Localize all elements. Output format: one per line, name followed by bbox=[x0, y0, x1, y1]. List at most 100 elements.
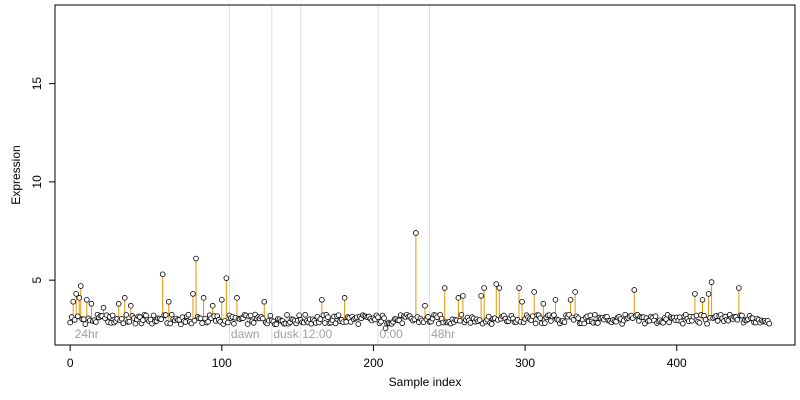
data-point bbox=[191, 317, 198, 324]
data-point bbox=[273, 321, 280, 327]
data-point bbox=[381, 315, 387, 321]
data-point bbox=[422, 302, 428, 309]
data-point bbox=[190, 291, 196, 297]
data-point bbox=[162, 312, 169, 318]
data-point bbox=[460, 293, 466, 299]
data-point bbox=[67, 319, 73, 326]
data-point bbox=[652, 313, 659, 319]
data-point bbox=[100, 304, 107, 311]
data-point bbox=[168, 311, 175, 318]
data-point bbox=[531, 289, 537, 295]
data-point bbox=[540, 300, 547, 307]
data-point bbox=[319, 296, 325, 303]
data-point bbox=[193, 255, 199, 262]
data-point bbox=[435, 320, 442, 327]
data-point bbox=[631, 287, 638, 293]
data-point bbox=[766, 320, 773, 327]
segment-label: dawn bbox=[231, 327, 260, 341]
data-point bbox=[231, 320, 237, 327]
data-point bbox=[595, 320, 601, 326]
data-point bbox=[234, 295, 240, 301]
data-point bbox=[457, 317, 463, 324]
data-point bbox=[699, 296, 706, 303]
data-point bbox=[71, 317, 78, 323]
data-point bbox=[76, 295, 83, 301]
x-tick-label: 100 bbox=[212, 356, 232, 370]
data-point bbox=[82, 321, 89, 327]
data-point bbox=[140, 317, 146, 323]
data-point bbox=[150, 312, 157, 319]
data-point bbox=[425, 314, 431, 320]
plot-frame bbox=[54, 4, 796, 346]
y-tick-label: 15 bbox=[30, 77, 44, 91]
x-tick-label: 200 bbox=[363, 356, 383, 370]
stem-lines bbox=[69, 232, 770, 329]
data-point bbox=[219, 296, 225, 303]
data-point bbox=[496, 285, 503, 291]
data-point bbox=[247, 312, 254, 319]
data-point bbox=[81, 316, 87, 323]
data-point bbox=[399, 320, 406, 327]
data-point bbox=[708, 279, 715, 285]
x-tick-label: 300 bbox=[515, 356, 535, 370]
data-point bbox=[182, 319, 189, 325]
data-point bbox=[115, 300, 122, 307]
data-point bbox=[679, 320, 686, 327]
data-point bbox=[693, 312, 700, 319]
data-point bbox=[225, 319, 231, 326]
data-point bbox=[332, 320, 339, 327]
data-point bbox=[223, 275, 230, 281]
data-point bbox=[185, 311, 192, 318]
data-point bbox=[128, 302, 134, 309]
segment-label: 0:00 bbox=[380, 327, 404, 341]
data-points bbox=[67, 230, 773, 332]
data-point bbox=[537, 315, 544, 321]
data-point bbox=[739, 312, 745, 319]
data-point bbox=[592, 311, 598, 318]
data-point bbox=[355, 321, 362, 327]
data-point bbox=[167, 320, 174, 327]
data-point bbox=[325, 314, 331, 320]
y-tick-label: 5 bbox=[30, 276, 44, 283]
data-point bbox=[250, 320, 257, 326]
x-tick-label: 0 bbox=[67, 356, 74, 370]
segment-label: 24hr bbox=[75, 327, 99, 341]
data-point bbox=[197, 315, 204, 322]
segment-label: dusk bbox=[273, 327, 299, 341]
data-point bbox=[734, 316, 741, 323]
data-point bbox=[567, 296, 574, 303]
data-point bbox=[481, 285, 487, 291]
data-point bbox=[77, 283, 84, 289]
data-point bbox=[478, 293, 484, 299]
data-point bbox=[666, 319, 672, 326]
y-axis: 5 10 15 bbox=[30, 77, 55, 283]
data-point bbox=[209, 302, 216, 309]
data-point bbox=[126, 318, 133, 325]
data-point bbox=[516, 285, 522, 291]
data-point bbox=[121, 295, 128, 301]
data-point bbox=[159, 271, 166, 278]
data-point bbox=[205, 318, 211, 325]
data-point bbox=[572, 289, 578, 295]
segment-label: 12:00 bbox=[302, 327, 332, 341]
data-point bbox=[158, 316, 164, 323]
data-point bbox=[532, 320, 539, 327]
data-point bbox=[93, 319, 99, 325]
data-point bbox=[120, 320, 127, 327]
data-point bbox=[581, 320, 588, 327]
data-point bbox=[118, 315, 125, 322]
data-point bbox=[322, 320, 328, 326]
data-point bbox=[736, 285, 742, 291]
data-point bbox=[692, 291, 698, 297]
data-point bbox=[84, 296, 90, 303]
data-point bbox=[488, 321, 495, 327]
data-point bbox=[335, 312, 342, 318]
data-point bbox=[441, 285, 448, 291]
data-point bbox=[296, 312, 302, 319]
data-point bbox=[375, 314, 381, 321]
data-point bbox=[261, 298, 268, 305]
data-point bbox=[552, 296, 559, 303]
data-point bbox=[467, 320, 474, 326]
data-point bbox=[704, 320, 710, 327]
